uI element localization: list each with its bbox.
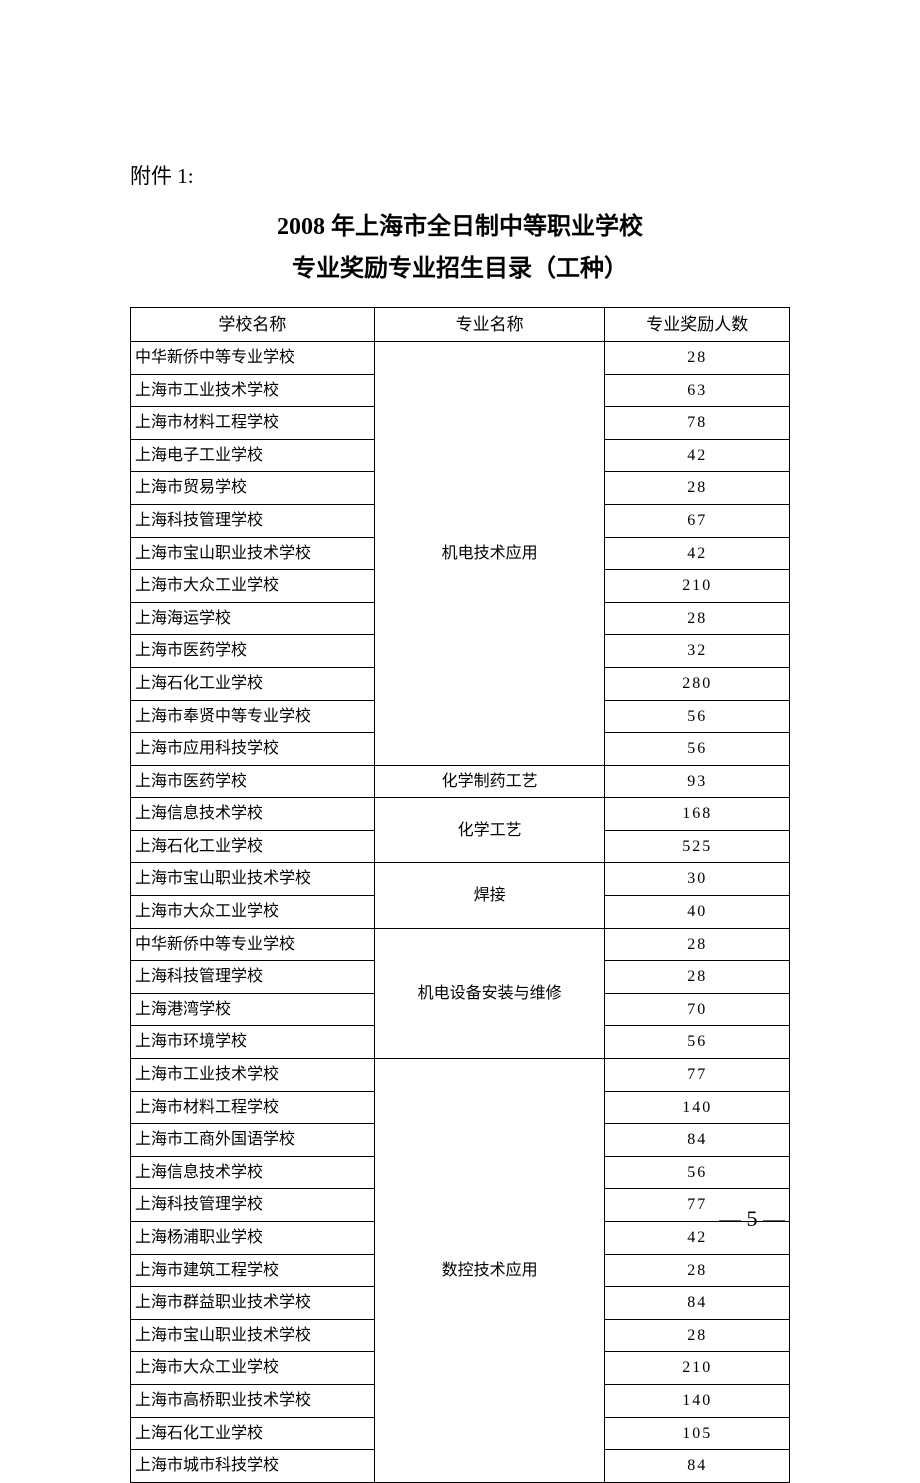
school-cell: 上海市工商外国语学校 (131, 1124, 375, 1157)
count-cell: 56 (605, 1156, 790, 1189)
school-cell: 上海市环境学校 (131, 1026, 375, 1059)
school-cell: 上海市医药学校 (131, 765, 375, 798)
count-cell: 70 (605, 993, 790, 1026)
school-cell: 上海电子工业学校 (131, 439, 375, 472)
major-cell: 化学制药工艺 (374, 765, 605, 798)
major-cell: 化学工艺 (374, 798, 605, 863)
title-block: 2008 年上海市全日制中等职业学校 专业奖励专业招生目录（工种） (130, 208, 790, 289)
table-header-row: 学校名称 专业名称 专业奖励人数 (131, 307, 790, 341)
count-cell: 280 (605, 667, 790, 700)
school-cell: 上海科技管理学校 (131, 504, 375, 537)
school-cell: 上海科技管理学校 (131, 1189, 375, 1222)
school-cell: 上海科技管理学校 (131, 961, 375, 994)
header-major: 专业名称 (374, 307, 605, 341)
count-cell: 77 (605, 1059, 790, 1092)
count-cell: 40 (605, 896, 790, 929)
school-cell: 上海石化工业学校 (131, 667, 375, 700)
count-cell: 30 (605, 863, 790, 896)
school-cell: 上海石化工业学校 (131, 830, 375, 863)
major-cell: 焊接 (374, 863, 605, 928)
count-cell: 525 (605, 830, 790, 863)
count-cell: 28 (605, 1254, 790, 1287)
table-row: 上海市工业技术学校数控技术应用77 (131, 1059, 790, 1092)
count-cell: 67 (605, 504, 790, 537)
count-cell: 84 (605, 1124, 790, 1157)
count-cell: 168 (605, 798, 790, 831)
page-number: — 5 — (719, 1206, 785, 1232)
count-cell: 140 (605, 1091, 790, 1124)
count-cell: 42 (605, 439, 790, 472)
count-cell: 28 (605, 341, 790, 374)
school-cell: 上海市城市科技学校 (131, 1450, 375, 1483)
count-cell: 28 (605, 472, 790, 505)
count-cell: 28 (605, 1319, 790, 1352)
school-cell: 上海市大众工业学校 (131, 570, 375, 603)
count-cell: 63 (605, 374, 790, 407)
school-cell: 上海市大众工业学校 (131, 1352, 375, 1385)
school-cell: 中华新侨中等专业学校 (131, 928, 375, 961)
school-cell: 上海市材料工程学校 (131, 1091, 375, 1124)
school-cell: 上海港湾学校 (131, 993, 375, 1026)
count-cell: 140 (605, 1384, 790, 1417)
header-count: 专业奖励人数 (605, 307, 790, 341)
school-cell: 上海市贸易学校 (131, 472, 375, 505)
major-cell: 机电设备安装与维修 (374, 928, 605, 1058)
school-cell: 上海信息技术学校 (131, 798, 375, 831)
school-cell: 上海海运学校 (131, 602, 375, 635)
school-cell: 上海市宝山职业技术学校 (131, 863, 375, 896)
count-cell: 56 (605, 700, 790, 733)
school-cell: 上海杨浦职业学校 (131, 1222, 375, 1255)
count-cell: 42 (605, 537, 790, 570)
count-cell: 93 (605, 765, 790, 798)
count-cell: 56 (605, 1026, 790, 1059)
school-cell: 上海市建筑工程学校 (131, 1254, 375, 1287)
school-cell: 上海市医药学校 (131, 635, 375, 668)
school-cell: 上海市工业技术学校 (131, 374, 375, 407)
count-cell: 210 (605, 1352, 790, 1385)
count-cell: 210 (605, 570, 790, 603)
table-row: 上海市宝山职业技术学校焊接30 (131, 863, 790, 896)
count-cell: 78 (605, 407, 790, 440)
table-row: 中华新侨中等专业学校机电技术应用28 (131, 341, 790, 374)
table-row: 上海信息技术学校化学工艺168 (131, 798, 790, 831)
count-cell: 28 (605, 961, 790, 994)
school-cell: 上海信息技术学校 (131, 1156, 375, 1189)
attachment-label: 附件 1: (130, 160, 790, 190)
school-cell: 上海市大众工业学校 (131, 896, 375, 929)
school-cell: 上海市宝山职业技术学校 (131, 1319, 375, 1352)
school-cell: 上海市宝山职业技术学校 (131, 537, 375, 570)
school-cell: 中华新侨中等专业学校 (131, 341, 375, 374)
count-cell: 56 (605, 733, 790, 766)
catalog-table: 学校名称 专业名称 专业奖励人数 中华新侨中等专业学校机电技术应用28上海市工业… (130, 307, 790, 1483)
school-cell: 上海市应用科技学校 (131, 733, 375, 766)
school-cell: 上海市工业技术学校 (131, 1059, 375, 1092)
title-line-1: 2008 年上海市全日制中等职业学校 (130, 208, 790, 246)
count-cell: 84 (605, 1450, 790, 1483)
major-cell: 数控技术应用 (374, 1059, 605, 1483)
count-cell: 84 (605, 1287, 790, 1320)
count-cell: 105 (605, 1417, 790, 1450)
school-cell: 上海市高桥职业技术学校 (131, 1384, 375, 1417)
table-row: 中华新侨中等专业学校机电设备安装与维修28 (131, 928, 790, 961)
title-line-2: 专业奖励专业招生目录（工种） (130, 250, 790, 288)
table-row: 上海市医药学校化学制药工艺93 (131, 765, 790, 798)
count-cell: 28 (605, 928, 790, 961)
school-cell: 上海市材料工程学校 (131, 407, 375, 440)
count-cell: 32 (605, 635, 790, 668)
school-cell: 上海市群益职业技术学校 (131, 1287, 375, 1320)
school-cell: 上海石化工业学校 (131, 1417, 375, 1450)
header-school: 学校名称 (131, 307, 375, 341)
major-cell: 机电技术应用 (374, 341, 605, 765)
count-cell: 28 (605, 602, 790, 635)
school-cell: 上海市奉贤中等专业学校 (131, 700, 375, 733)
